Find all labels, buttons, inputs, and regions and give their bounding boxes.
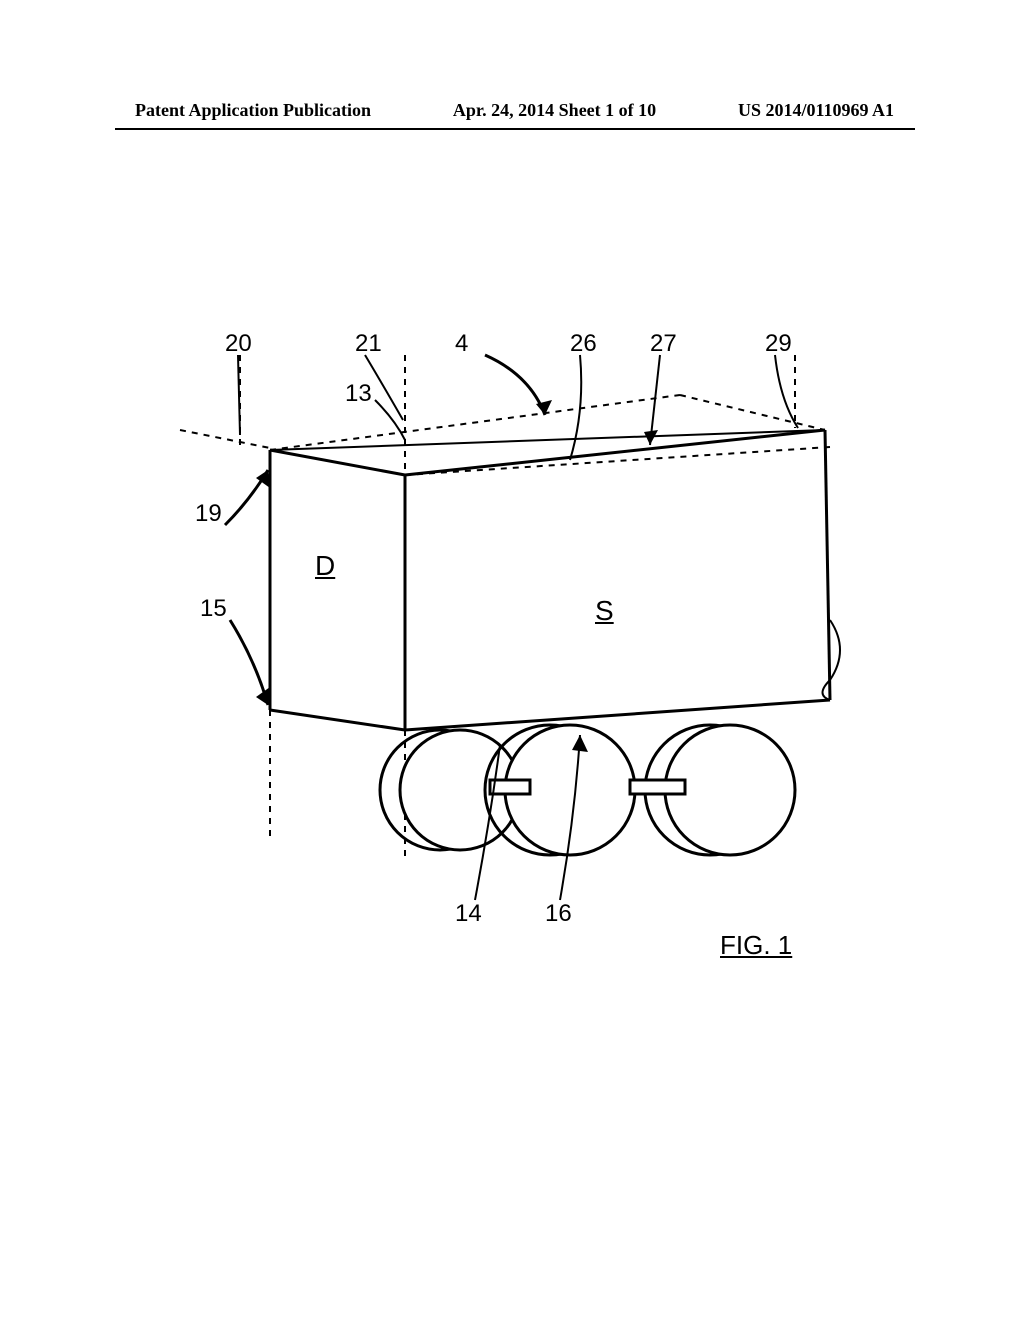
ref-21: 21 (355, 330, 382, 358)
face-front-D: D (315, 550, 335, 582)
ref-26: 26 (570, 330, 597, 358)
ref-19: 19 (195, 500, 222, 528)
figure-svg (150, 300, 850, 1000)
header-patent-number: US 2014/0110969 A1 (738, 100, 894, 121)
ref-29: 29 (765, 330, 792, 358)
ref-14: 14 (455, 900, 482, 928)
patent-header: Patent Application Publication Apr. 24, … (0, 100, 1024, 121)
header-publication: Patent Application Publication (135, 100, 371, 121)
patent-figure: 20 21 4 26 27 29 13 19 15 14 16 D S FIG.… (150, 300, 850, 1000)
header-rule (115, 128, 915, 130)
ref-13: 13 (345, 380, 372, 408)
ref-4: 4 (455, 330, 468, 358)
face-side-S: S (595, 595, 614, 627)
header-date-sheet: Apr. 24, 2014 Sheet 1 of 10 (453, 100, 656, 121)
figure-caption: FIG. 1 (720, 930, 792, 961)
ref-27: 27 (650, 330, 677, 358)
ref-16: 16 (545, 900, 572, 928)
ref-20: 20 (225, 330, 252, 358)
ref-15: 15 (200, 595, 227, 623)
